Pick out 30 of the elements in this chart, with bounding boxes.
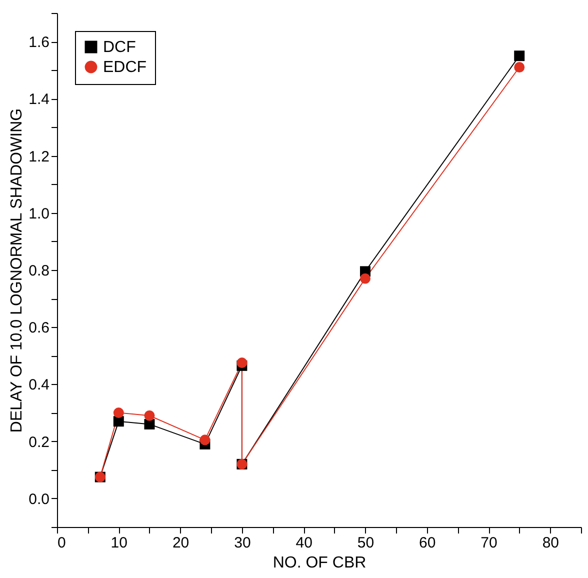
y-tick-label: 0.4 bbox=[28, 376, 50, 394]
x-tick-label: 40 bbox=[296, 534, 312, 552]
point bbox=[113, 408, 124, 418]
y-tick-label: 1.6 bbox=[28, 34, 50, 52]
x-axis-title: NO. OF CBR bbox=[272, 554, 366, 572]
point bbox=[144, 410, 155, 421]
y-tick-label: 0.2 bbox=[28, 434, 50, 451]
y-tick-label: 0.0 bbox=[28, 490, 50, 508]
y-tick-label: 1.4 bbox=[28, 91, 50, 108]
x-tick-label: 30 bbox=[234, 534, 251, 552]
x-tick-label: 10 bbox=[110, 534, 128, 552]
point bbox=[360, 273, 370, 284]
x-tick-label: 80 bbox=[542, 534, 560, 552]
x-tick-label: 60 bbox=[419, 534, 436, 552]
point bbox=[236, 358, 248, 368]
point bbox=[144, 418, 155, 430]
x-tick-label: 50 bbox=[357, 534, 374, 552]
x-tick-label: 20 bbox=[172, 534, 190, 552]
x-tick-label: 70 bbox=[480, 534, 498, 552]
point bbox=[200, 434, 210, 446]
y-tick-label: 1.2 bbox=[28, 148, 50, 166]
point bbox=[514, 50, 525, 62]
point bbox=[514, 62, 525, 72]
x-tick-label: 0 bbox=[58, 534, 66, 552]
y-tick-label: 0.8 bbox=[28, 262, 50, 280]
y-axis-title: DELAY OF 10.0 LOGNORMAL SHADOWING bbox=[8, 108, 26, 433]
legend-label: DCF bbox=[103, 39, 136, 56]
y-tick-label: 1.0 bbox=[28, 205, 50, 222]
y-tick-label: 0.6 bbox=[28, 320, 50, 337]
legend-label: EDCF bbox=[103, 59, 147, 76]
